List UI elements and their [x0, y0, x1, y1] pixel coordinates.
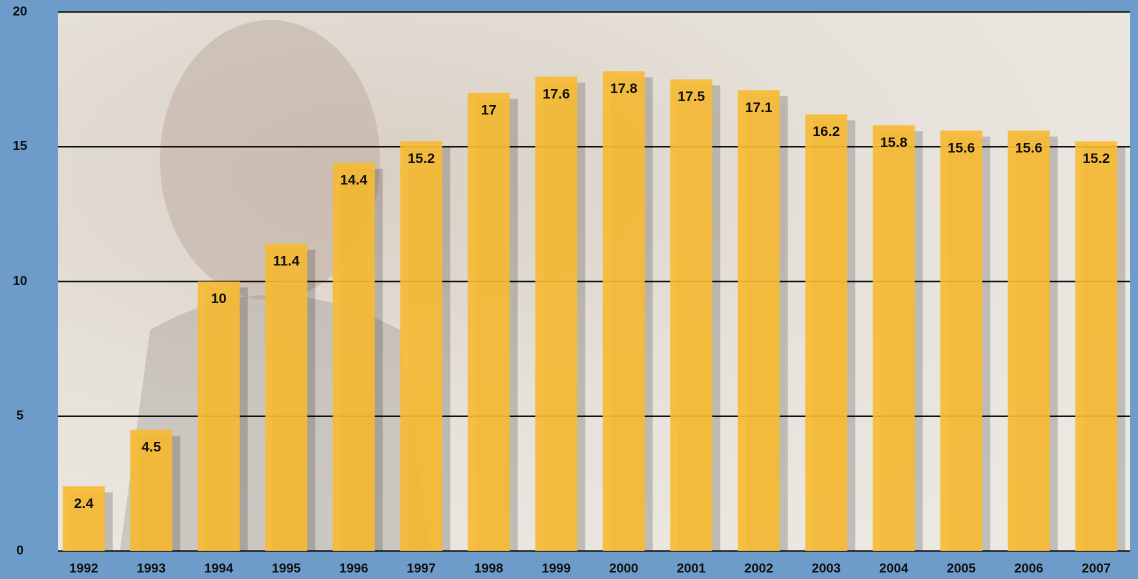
x-tick-label: 1994 [204, 560, 234, 575]
data-label: 15.6 [948, 139, 975, 155]
bar [602, 71, 645, 551]
x-tick-label: 1993 [137, 560, 166, 575]
data-label: 15.8 [880, 134, 907, 150]
x-tick-label: 1997 [407, 560, 436, 575]
bar [197, 281, 240, 551]
bar [872, 125, 915, 551]
x-tick-label: 2000 [609, 560, 638, 575]
data-label: 17.1 [745, 99, 772, 115]
x-tick-label: 1998 [474, 560, 503, 575]
y-tick-label: 10 [13, 273, 27, 288]
data-label: 15.6 [1015, 139, 1042, 155]
y-tick-label: 0 [16, 542, 23, 557]
bar [467, 92, 510, 551]
bar [737, 90, 780, 551]
data-label: 15.2 [1083, 150, 1110, 166]
data-label: 15.2 [408, 150, 435, 166]
y-tick-label: 5 [16, 408, 23, 423]
data-label: 14.4 [340, 172, 367, 188]
data-label: 17.5 [678, 88, 705, 104]
data-label: 17 [481, 102, 497, 118]
x-tick-label: 2006 [1014, 560, 1043, 575]
bar [332, 162, 375, 552]
y-tick-label: 20 [13, 3, 27, 18]
x-tick-label: 2002 [744, 560, 773, 575]
bar [1007, 130, 1050, 551]
bar [670, 79, 713, 551]
x-tick-label: 1996 [339, 560, 368, 575]
data-label: 2.4 [74, 495, 94, 511]
data-label: 17.8 [610, 80, 637, 96]
x-tick-label: 2007 [1082, 560, 1111, 575]
data-label: 11.4 [273, 252, 300, 268]
photo-figure [160, 20, 380, 300]
x-tick-label: 2001 [677, 560, 706, 575]
bar [940, 130, 983, 551]
data-label: 16.2 [813, 123, 840, 139]
x-tick-label: 1992 [69, 560, 98, 575]
x-tick-label: 2004 [879, 560, 909, 575]
data-label: 17.6 [543, 85, 570, 101]
x-tick-label: 2003 [812, 560, 841, 575]
y-tick-label: 15 [13, 138, 27, 153]
data-label: 4.5 [142, 438, 162, 454]
bar [130, 429, 173, 551]
bar [805, 114, 848, 551]
x-tick-label: 2005 [947, 560, 976, 575]
data-label: 10 [211, 290, 227, 306]
bar [265, 243, 308, 551]
bar [535, 76, 578, 552]
bar [400, 141, 443, 552]
x-tick-label: 1995 [272, 560, 301, 575]
bar [1075, 141, 1118, 552]
bar [62, 486, 105, 551]
x-tick-label: 1999 [542, 560, 571, 575]
